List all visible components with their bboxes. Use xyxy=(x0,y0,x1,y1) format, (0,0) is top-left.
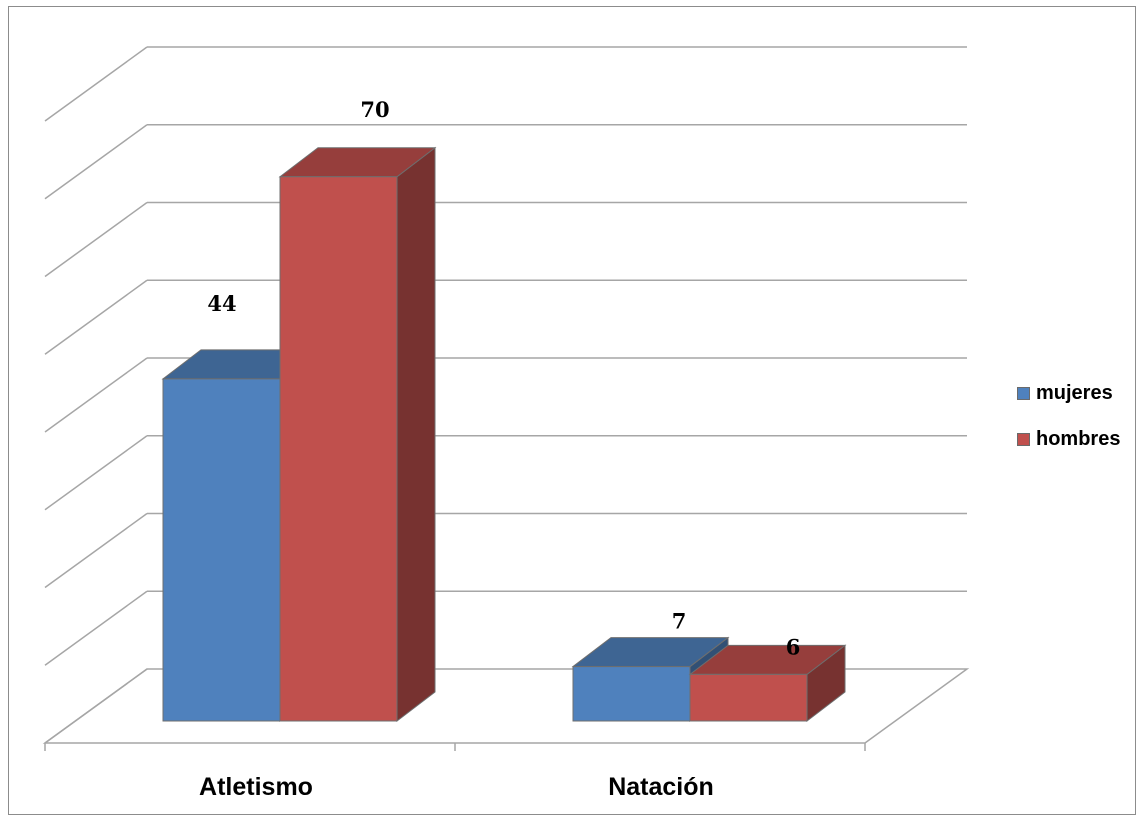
side-wall-gridline xyxy=(44,357,148,433)
bar-mujeres-natación-front xyxy=(572,666,691,722)
side-wall-gridline xyxy=(44,512,148,589)
category-label-natación: Natación xyxy=(608,773,714,801)
data-label-hombres-atletismo: 70 xyxy=(360,97,389,122)
bar-hombres-natación-front xyxy=(689,673,808,722)
legend: mujeres hombres xyxy=(1017,380,1120,472)
bar-mujeres-atletismo-front xyxy=(162,378,281,722)
legend-swatch-hombres xyxy=(1017,432,1030,446)
chart-labels: 44 70 Atletismo 7 6 Natación xyxy=(199,97,800,801)
data-label-mujeres-natación: 7 xyxy=(672,609,687,634)
bar-hombres-atletismo-side xyxy=(396,146,436,723)
legend-item-mujeres: mujeres xyxy=(1017,380,1120,406)
side-wall-gridline xyxy=(44,201,148,278)
side-wall-gridline xyxy=(44,435,148,511)
category-label-atletismo: Atletismo xyxy=(199,773,313,801)
legend-item-hombres: hombres xyxy=(1017,426,1120,452)
side-wall-gridline xyxy=(44,279,148,355)
chart-bars xyxy=(161,146,847,723)
side-wall-gridline xyxy=(44,124,148,200)
legend-label-mujeres: mujeres xyxy=(1036,381,1113,404)
data-label-mujeres-atletismo: 44 xyxy=(207,291,236,316)
side-wall-gridline xyxy=(44,46,148,122)
legend-swatch-mujeres xyxy=(1017,386,1030,400)
legend-label-hombres: hombres xyxy=(1036,427,1121,450)
bar-hombres-natación xyxy=(688,644,847,723)
bar-hombres-atletismo-front xyxy=(279,176,398,722)
data-label-hombres-natación: 6 xyxy=(786,634,801,659)
side-wall-gridline xyxy=(44,590,148,666)
side-wall-gridline xyxy=(44,668,148,744)
bar-hombres-atletismo xyxy=(278,146,437,723)
